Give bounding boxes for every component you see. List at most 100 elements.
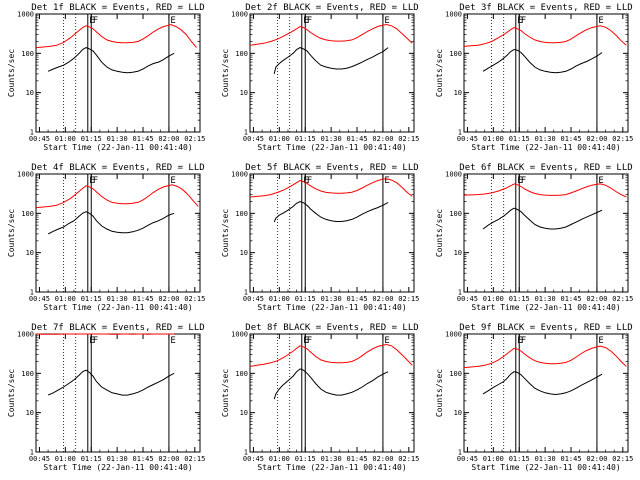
- plot-frame: [463, 333, 629, 453]
- x-axis-label: Start Time (22-Jan-11 00:41:40): [43, 463, 192, 472]
- time-marker-label: F: [521, 336, 526, 346]
- time-marker-label: E: [170, 176, 175, 186]
- series-events-line: [482, 48, 603, 74]
- x-tick-label: 02:00: [372, 135, 393, 143]
- plot-frame: [35, 333, 201, 453]
- series-events-line: [47, 211, 175, 235]
- x-tick-label: 02:00: [158, 295, 179, 303]
- y-tick-label: 1: [30, 289, 34, 297]
- x-tick-label: 01:45: [132, 455, 153, 463]
- y-tick-label: 1: [244, 449, 248, 457]
- panel-3: Det 3f BLACK = Events, RED = LLD 1 10 100 10…: [435, 3, 633, 152]
- y-tick-label: 1: [458, 289, 462, 297]
- y-axis-label: Counts/sec: [7, 209, 16, 257]
- x-tick-label: 01:00: [55, 295, 76, 303]
- x-tick-label: 01:00: [483, 295, 504, 303]
- y-tick-label: 1000: [445, 331, 462, 339]
- series-lld-line: [249, 23, 413, 46]
- time-marker-label: E: [517, 176, 522, 186]
- y-tick-label: 100: [449, 210, 462, 218]
- y-axis-label: Counts/sec: [435, 209, 444, 257]
- time-marker-label: E: [384, 16, 389, 26]
- x-tick-label: 01:45: [560, 295, 581, 303]
- y-tick-label: 10: [240, 89, 248, 97]
- panel-title: Det 7f BLACK = Events, RED = LLD: [31, 323, 204, 333]
- x-tick-label: 00:45: [243, 455, 264, 463]
- x-axis-label: Start Time (22-Jan-11 00:41:40): [43, 143, 192, 152]
- x-axis-label: Start Time (22-Jan-11 00:41:40): [471, 463, 620, 472]
- time-marker-label: E: [598, 16, 603, 26]
- panel-1: Det 1f BLACK = Events, RED = LLD 1 10 100 10…: [7, 3, 205, 152]
- panel-7: Det 7f BLACK = Events, RED = LLD 1 10 100 10…: [7, 323, 205, 472]
- x-tick-label: 01:45: [132, 295, 153, 303]
- x-tick-label: 01:30: [535, 295, 556, 303]
- x-tick-label: 00:45: [457, 295, 478, 303]
- x-tick-label: 02:15: [398, 295, 419, 303]
- y-tick-label: 10: [454, 89, 462, 97]
- panel-2: Det 2f BLACK = Events, RED = LLD 1 10 100 10…: [221, 3, 419, 152]
- y-axis-label: Counts/sec: [435, 369, 444, 417]
- series-events-line: [47, 47, 175, 74]
- y-tick-label: 1: [30, 129, 34, 137]
- x-tick-label: 02:15: [184, 455, 205, 463]
- x-tick-label: 01:30: [107, 295, 128, 303]
- y-tick-label: 1000: [17, 11, 34, 19]
- panel-4: Det 4f BLACK = Events, RED = LLD 1 10 100 10…: [7, 163, 205, 312]
- x-tick-label: 02:00: [372, 455, 393, 463]
- y-tick-label: 100: [235, 50, 248, 58]
- plot-frame: [463, 13, 629, 133]
- x-tick-label: 02:15: [612, 295, 633, 303]
- x-tick-label: 02:00: [158, 135, 179, 143]
- series-lld-line: [463, 345, 627, 369]
- series-lld-line: [249, 343, 413, 367]
- x-tick-label: 01:30: [107, 135, 128, 143]
- x-axis-label: Start Time (22-Jan-11 00:41:40): [471, 303, 620, 312]
- series-lld-line: [35, 23, 197, 49]
- y-tick-label: 1: [244, 289, 248, 297]
- x-tick-label: 02:15: [184, 295, 205, 303]
- series-events-line: [273, 200, 389, 223]
- y-tick-label: 10: [26, 409, 34, 417]
- y-tick-label: 10: [26, 89, 34, 97]
- y-tick-label: 1000: [231, 171, 248, 179]
- y-tick-label: 100: [21, 210, 34, 218]
- time-marker-label: E: [89, 16, 94, 26]
- x-tick-label: 02:15: [612, 135, 633, 143]
- time-marker-label: F: [307, 336, 312, 346]
- x-tick-label: 01:30: [321, 455, 342, 463]
- x-tick-label: 00:45: [29, 135, 50, 143]
- panel-9: Det 9f BLACK = Events, RED = LLD 1 10 100 10…: [435, 323, 633, 472]
- x-tick-label: 01:00: [483, 135, 504, 143]
- time-marker-label: E: [89, 176, 94, 186]
- y-axis-label: Counts/sec: [221, 209, 230, 257]
- x-axis-label: Start Time (22-Jan-11 00:41:40): [43, 303, 192, 312]
- time-marker-label: F: [93, 16, 98, 26]
- x-tick-label: 00:45: [243, 135, 264, 143]
- x-axis-label: Start Time (22-Jan-11 00:41:40): [257, 143, 406, 152]
- time-marker-label: F: [307, 176, 312, 186]
- x-tick-label: 01:45: [346, 135, 367, 143]
- time-marker-label: E: [517, 336, 522, 346]
- x-tick-label: 02:00: [586, 455, 607, 463]
- y-axis-label: Counts/sec: [221, 369, 230, 417]
- y-tick-label: 1000: [445, 171, 462, 179]
- panel-title: Det 1f BLACK = Events, RED = LLD: [31, 3, 204, 13]
- time-marker-label: E: [303, 176, 308, 186]
- x-tick-label: 02:15: [398, 455, 419, 463]
- x-tick-label: 02:00: [586, 295, 607, 303]
- x-tick-label: 01:15: [509, 455, 530, 463]
- x-tick-label: 01:15: [295, 455, 316, 463]
- x-tick-label: 01:15: [295, 295, 316, 303]
- x-tick-label: 01:30: [535, 135, 556, 143]
- x-tick-label: 01:00: [269, 455, 290, 463]
- y-tick-label: 1: [458, 449, 462, 457]
- time-marker-label: E: [303, 336, 308, 346]
- y-tick-label: 1000: [17, 171, 34, 179]
- time-marker-label: F: [521, 176, 526, 186]
- x-tick-label: 02:15: [184, 135, 205, 143]
- y-tick-label: 100: [235, 210, 248, 218]
- series-lld-line: [463, 183, 627, 198]
- time-marker-label: E: [170, 336, 175, 346]
- y-axis-label: Counts/sec: [7, 49, 16, 97]
